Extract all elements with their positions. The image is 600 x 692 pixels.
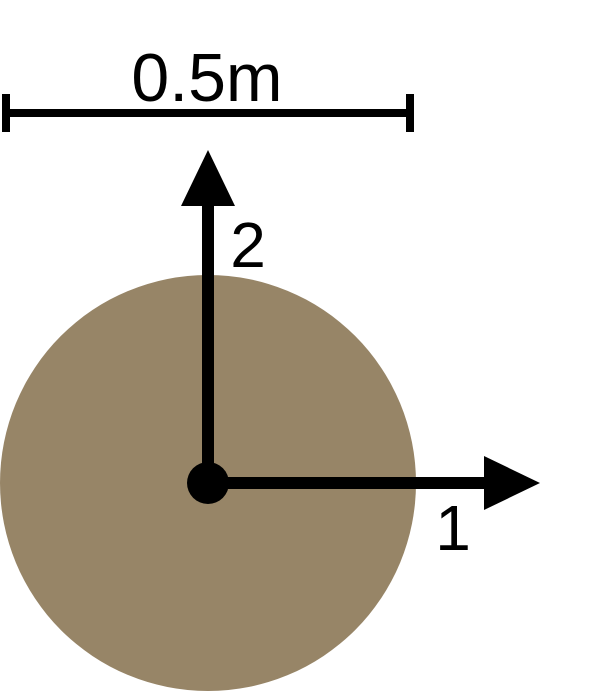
scale-bar: 0.5m (2, 40, 414, 132)
axis-1-label: 1 (435, 492, 471, 564)
axis-2-arrowhead (181, 150, 235, 206)
axis-2-label: 2 (230, 209, 266, 281)
axis-1-arrowhead (484, 456, 540, 510)
axis-1: 1 (208, 456, 540, 564)
axis-2: 2 (181, 150, 266, 483)
origin-dot (187, 462, 229, 504)
scale-bar-label: 0.5m (131, 40, 282, 116)
